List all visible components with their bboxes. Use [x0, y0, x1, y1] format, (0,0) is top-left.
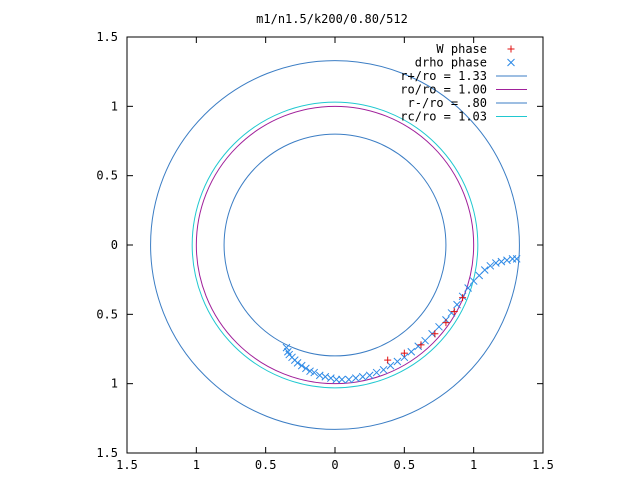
x-tick-label: 1.5 — [532, 458, 554, 472]
point-stroke — [283, 347, 292, 356]
point-stroke — [435, 322, 443, 331]
y-tick-label: 0 — [111, 238, 118, 252]
point-stroke — [345, 375, 353, 384]
w-phase-point — [459, 294, 467, 302]
drho-phase-point — [306, 367, 314, 376]
drho-phase-point — [453, 300, 461, 309]
point-stroke — [503, 256, 511, 265]
drho-phase-point — [302, 364, 310, 373]
y-tick-label: 1 — [111, 377, 118, 391]
legend-label: W phase — [436, 42, 487, 56]
legend-label: r-/ro = .80 — [408, 96, 487, 110]
circle-series — [223, 133, 447, 357]
drho-phase-point — [435, 322, 443, 331]
drho-phase-point — [497, 257, 506, 266]
point-stroke — [372, 368, 381, 377]
point-stroke — [379, 365, 388, 374]
point-stroke — [386, 361, 395, 370]
drho-phase-point — [512, 255, 521, 263]
circle-series — [191, 101, 479, 389]
drho-phase-point — [372, 368, 381, 377]
w-phase-point — [450, 308, 458, 316]
drho-phase-point — [321, 372, 330, 381]
drho-phase-point — [293, 359, 302, 367]
point-stroke — [400, 353, 409, 362]
drho-phase-point — [351, 374, 360, 382]
circle-series — [195, 105, 475, 385]
w-phase-point — [442, 319, 450, 327]
y-tick-label: 0.5 — [96, 169, 118, 183]
drho-phase-point — [393, 357, 402, 366]
w-phase-point — [400, 349, 408, 357]
points-layer — [282, 255, 521, 384]
y-tick-label: 1.5 — [96, 446, 118, 460]
drho-phase-point — [310, 368, 319, 377]
point-stroke — [480, 266, 489, 274]
point-stroke — [497, 257, 506, 266]
circle-series — [150, 60, 520, 430]
drho-phase-point — [421, 336, 429, 345]
legend-swatch — [507, 58, 515, 67]
legend-label: drho phase — [415, 56, 487, 70]
x-tick-label: 0.5 — [393, 458, 415, 472]
x-tick-label: 1.5 — [116, 458, 138, 472]
w-phase-point — [431, 330, 439, 338]
point-stroke — [491, 259, 500, 267]
x-tick-label: 1 — [470, 458, 477, 472]
drho-phase-point — [379, 365, 388, 374]
drho-phase-point — [365, 371, 374, 380]
drho-phase-point — [326, 374, 335, 382]
point-stroke — [464, 284, 472, 292]
w-phase-point — [384, 356, 392, 364]
circle-layer — [150, 60, 520, 430]
w-phase-point — [417, 341, 425, 349]
point-stroke — [282, 343, 291, 352]
drho-phase-point — [338, 375, 346, 384]
drho-phase-point — [358, 372, 367, 381]
drho-phase-point — [400, 353, 409, 362]
drho-phase-point — [480, 266, 489, 274]
x-tick-label: 1 — [193, 458, 200, 472]
legend-label: ro/ro = 1.00 — [400, 83, 487, 97]
y-tick-label: 1 — [111, 99, 118, 113]
drho-phase-point — [407, 347, 416, 356]
point-stroke — [351, 374, 360, 382]
point-stroke — [453, 300, 461, 309]
x-tick-label: 0 — [331, 458, 338, 472]
point-stroke — [486, 261, 495, 270]
legend-label: r+/ro = 1.33 — [400, 69, 487, 83]
x-tick-label: 0.5 — [255, 458, 277, 472]
point-stroke — [421, 336, 429, 345]
point-stroke — [293, 359, 302, 367]
point-stroke — [407, 347, 416, 356]
point-stroke — [302, 364, 310, 373]
point-stroke — [310, 368, 319, 377]
point-stroke — [306, 367, 314, 376]
point-stroke — [332, 375, 341, 384]
y-tick-label: 0.5 — [96, 307, 118, 321]
legend-label: rc/ro = 1.03 — [400, 110, 487, 124]
point-stroke — [507, 58, 515, 67]
point-stroke — [338, 375, 346, 384]
point-stroke — [512, 255, 521, 263]
point-stroke — [297, 361, 306, 370]
axis-ticks: 1.5 1 0.5 0 0.5 1 1.51.510.500.511.5 — [96, 30, 554, 472]
drho-phase-point — [297, 361, 306, 370]
point-stroke — [358, 372, 367, 381]
y-tick-label: 1.5 — [96, 30, 118, 44]
legend-swatch — [507, 45, 515, 53]
chart-title: m1/n1.5/k200/0.80/512 — [256, 12, 408, 26]
point-stroke — [393, 357, 402, 366]
drho-phase-point — [464, 284, 472, 292]
drho-phase-point — [345, 375, 353, 384]
drho-phase-point — [486, 261, 495, 270]
drho-phase-point — [503, 256, 511, 265]
drho-phase-point — [282, 343, 291, 352]
drho-phase-point — [332, 375, 341, 384]
drho-phase-point — [508, 255, 517, 263]
point-stroke — [365, 371, 374, 380]
